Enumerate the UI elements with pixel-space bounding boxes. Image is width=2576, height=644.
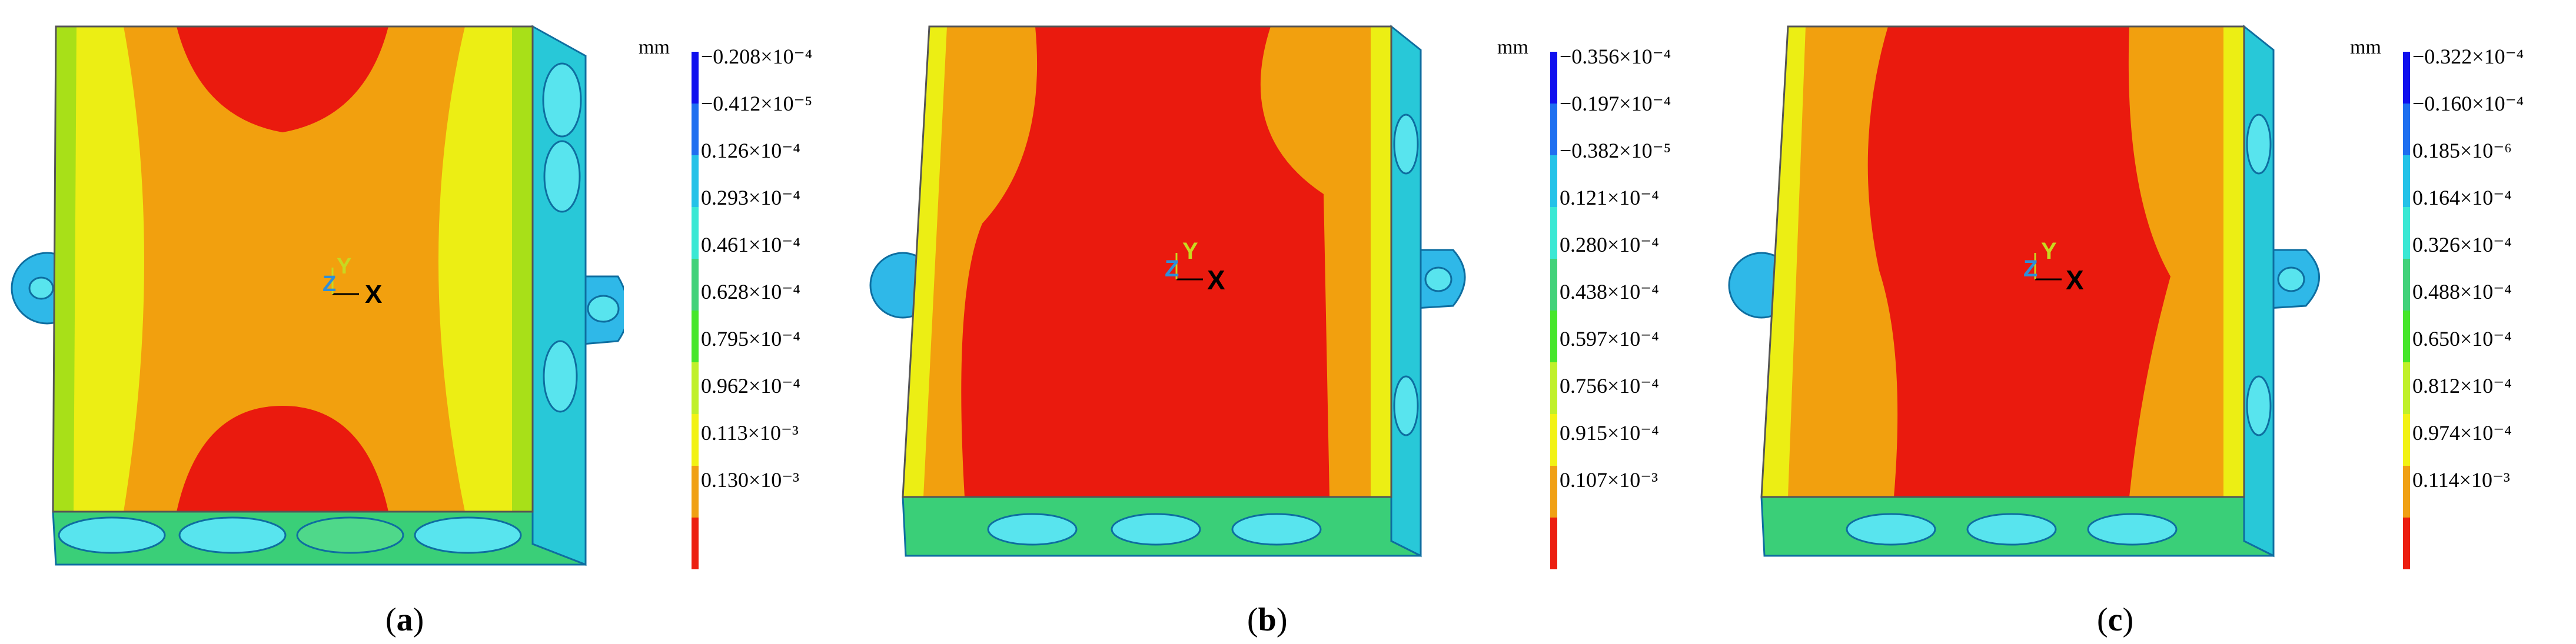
scale-segment	[692, 259, 699, 311]
color-scale-bar	[2403, 52, 2410, 569]
scale-segment	[2403, 52, 2410, 104]
axis-y-label: Y	[2041, 238, 2057, 264]
legend-label: 0.130×10⁻³	[701, 468, 800, 492]
legend-label: 0.597×10⁻⁴	[1560, 327, 1659, 351]
legend-label: 0.812×10⁻⁴	[2412, 374, 2512, 398]
legend-label: 0.461×10⁻⁴	[701, 233, 800, 256]
legend-label: 0.114×10⁻³	[2412, 468, 2510, 492]
scale-segment	[692, 52, 699, 104]
deformation-model-a: Y Z X	[11, 25, 624, 566]
coordinate-triad: Y Z X	[1165, 238, 1225, 295]
axis-z-label: Z	[1165, 256, 1179, 282]
legend-label: 0.756×10⁻⁴	[1560, 374, 1659, 398]
scale-segment	[1550, 466, 1557, 518]
legend-label: 0.126×10⁻⁴	[701, 139, 800, 162]
legend-unit: mm	[1497, 36, 1528, 58]
panel-caption: (c)	[2097, 602, 2134, 638]
legend-label: 0.113×10⁻³	[701, 421, 799, 445]
scale-segment	[1550, 104, 1557, 155]
scale-segment	[1550, 518, 1557, 569]
axis-x-label: X	[365, 280, 382, 309]
panel-caption: (a)	[385, 602, 424, 638]
legend-label: −0.160×10⁻⁴	[2412, 92, 2524, 115]
legend-label: 0.438×10⁻⁴	[1560, 280, 1659, 303]
legend-label: 0.121×10⁻⁴	[1560, 186, 1659, 209]
legend-a: mm −0.208×10⁻⁴ −0.412×10⁻⁵ 0.126×10⁻⁴ 0.…	[639, 36, 856, 595]
legend-label: 0.326×10⁻⁴	[2412, 233, 2512, 256]
legend-unit: mm	[639, 36, 670, 58]
scale-segment	[2403, 466, 2410, 518]
axis-y-label: Y	[337, 254, 351, 279]
scale-segment	[2403, 104, 2410, 155]
coordinate-triad: Y Z X	[323, 254, 382, 309]
scale-segment	[2403, 155, 2410, 207]
axis-z-label: Z	[2023, 256, 2037, 282]
legend-label: 0.488×10⁻⁴	[2412, 280, 2512, 303]
axis-x-label: X	[1207, 265, 1225, 295]
legend-label: 0.628×10⁻⁴	[701, 280, 800, 303]
legend-label: 0.962×10⁻⁴	[701, 374, 800, 398]
scale-segment	[2403, 311, 2410, 362]
scale-segment	[692, 362, 699, 414]
scale-segment	[692, 104, 699, 155]
scale-segment	[1550, 259, 1557, 311]
scale-segment	[1550, 207, 1557, 259]
scale-segment	[692, 518, 699, 569]
legend-c: mm −0.322×10⁻⁴ −0.160×10⁻⁴ 0.185×10⁻⁶ 0.…	[2350, 36, 2574, 595]
legend-label: 0.107×10⁻³	[1560, 468, 1658, 492]
deformation-model-c: Y Z X	[1728, 24, 2320, 558]
axis-y-label: Y	[1182, 238, 1198, 264]
right-side-face	[2243, 24, 2275, 558]
scale-segment	[2403, 259, 2410, 311]
scale-segment	[2403, 518, 2410, 569]
panel-caption: (b)	[1247, 602, 1288, 638]
coordinate-triad: Y Z X	[2023, 238, 2084, 295]
panel-c: Y Z X mm −0.322×10⁻⁴ −0.160×10⁻⁴ 0.185×1…	[1717, 0, 2576, 644]
deformation-model-b: Y Z X	[869, 24, 1466, 558]
panel-a: Y Z X mm −0.208×10⁻⁴ −0.412×10⁻⁵ 0.126×1…	[0, 0, 859, 644]
scale-segment	[1550, 155, 1557, 207]
legend-label: 0.974×10⁻⁴	[2412, 421, 2512, 445]
panel-b: Y Z X mm −0.356×10⁻⁴ −0.197×10⁻⁴ −0.382×…	[859, 0, 1717, 644]
legend-label: −0.208×10⁻⁴	[701, 45, 813, 68]
axis-x-label: X	[2066, 265, 2084, 295]
legend-label: −0.197×10⁻⁴	[1560, 92, 1671, 115]
scale-segment	[1550, 311, 1557, 362]
legend-label: −0.382×10⁻⁵	[1560, 139, 1671, 162]
scale-segment	[692, 414, 699, 466]
color-scale-bar	[1550, 52, 1557, 569]
scale-segment	[692, 466, 699, 518]
legend-label: 0.280×10⁻⁴	[1560, 233, 1659, 256]
legend-label: 0.915×10⁻⁴	[1560, 421, 1659, 445]
scale-segment	[1550, 362, 1557, 414]
scale-segment	[2403, 414, 2410, 466]
legend-label: 0.185×10⁻⁶	[2412, 139, 2512, 162]
legend-b: mm −0.356×10⁻⁴ −0.197×10⁻⁴ −0.382×10⁻⁵ 0…	[1497, 36, 1715, 595]
scale-segment	[2403, 207, 2410, 259]
scale-segment	[2403, 362, 2410, 414]
scale-segment	[1550, 52, 1557, 104]
legend-label: −0.356×10⁻⁴	[1560, 45, 1671, 68]
scale-segment	[692, 155, 699, 207]
legend-label: −0.412×10⁻⁵	[701, 92, 813, 115]
scale-segment	[1550, 414, 1557, 466]
right-side-face	[1390, 24, 1422, 558]
legend-label: 0.650×10⁻⁴	[2412, 327, 2512, 351]
legend-label: 0.795×10⁻⁴	[701, 327, 800, 351]
color-scale-bar	[692, 52, 699, 569]
axis-z-label: Z	[323, 272, 336, 296]
legend-unit: mm	[2350, 36, 2381, 58]
scale-segment	[692, 207, 699, 259]
legend-label: −0.322×10⁻⁴	[2412, 45, 2524, 68]
legend-label: 0.293×10⁻⁴	[701, 186, 800, 209]
legend-label: 0.164×10⁻⁴	[2412, 186, 2512, 209]
scale-segment	[692, 311, 699, 362]
